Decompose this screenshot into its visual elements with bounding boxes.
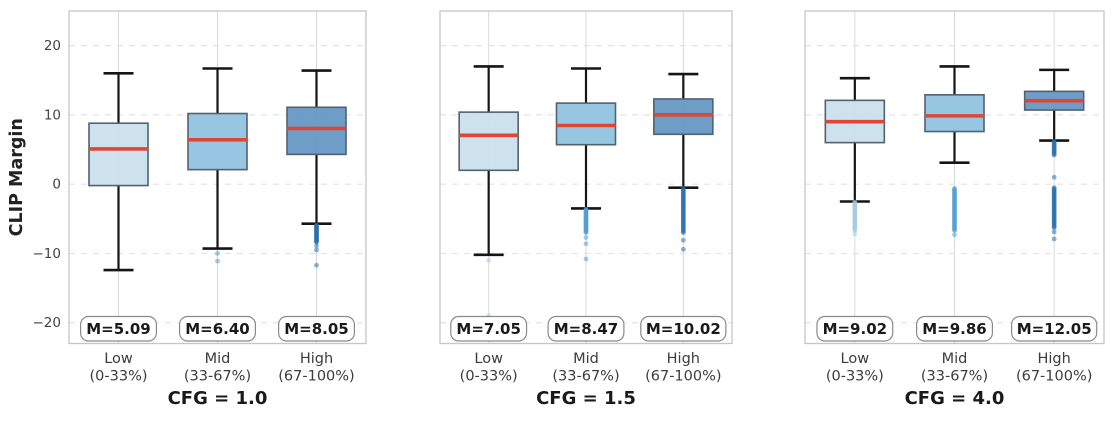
y-tick-label: −20 bbox=[33, 315, 62, 331]
outlier-dot bbox=[215, 251, 220, 256]
box-group-mid: M=6.40 bbox=[179, 67, 257, 342]
outlier-dot bbox=[680, 237, 686, 243]
x-tick-label-line1: High bbox=[667, 351, 700, 367]
x-tick-label-line1: High bbox=[1038, 351, 1071, 367]
outlier-dot bbox=[852, 228, 858, 233]
outlier-dot bbox=[1051, 152, 1057, 158]
box bbox=[458, 111, 519, 172]
median-badge bbox=[278, 315, 356, 342]
outlier-dot bbox=[952, 228, 957, 233]
median-badge-label: M=9.86 bbox=[922, 320, 987, 338]
box-group-low: M=9.02 bbox=[816, 76, 894, 342]
outlier-dot bbox=[680, 230, 686, 236]
panel-cfg=4.0: M=9.02 Low (0-33%) M=9.86 Mid (33-67%) M=12.05… bbox=[804, 10, 1105, 409]
y-axis-label: CLIP Margin bbox=[7, 118, 27, 236]
x-tick-label-line2: (33-67%) bbox=[921, 369, 988, 385]
median-badge-label: M=8.05 bbox=[284, 320, 349, 338]
box-group-high: M=8.05 bbox=[278, 69, 356, 342]
median-badge bbox=[915, 315, 993, 342]
outlier-dot bbox=[583, 241, 589, 247]
median-badge-label: M=10.02 bbox=[646, 320, 721, 338]
x-tick-label-line1: High bbox=[300, 351, 333, 367]
median-badge bbox=[179, 315, 257, 342]
box bbox=[653, 98, 714, 136]
x-tick-label-line2: (0-33%) bbox=[826, 369, 884, 385]
box-group-high: M=12.05 bbox=[1011, 68, 1098, 342]
panel-xlabel: CFG = 1.5 bbox=[536, 388, 636, 409]
median-badge bbox=[1011, 315, 1098, 342]
box bbox=[286, 106, 347, 156]
x-tick-label-line1: Low bbox=[104, 351, 133, 367]
median-badge bbox=[640, 315, 727, 342]
outlier-dot bbox=[314, 247, 319, 253]
outlier-dot bbox=[583, 256, 589, 262]
outlier-dot bbox=[486, 257, 492, 263]
panel-cfg=1.0: 20 10 0 −10 −20 M=5.09 Low (0-33%) M=6.40 Mid (33-… bbox=[33, 10, 367, 409]
median-badge bbox=[450, 315, 528, 342]
x-tick-label-line2: (67-100%) bbox=[1016, 369, 1092, 385]
outlier-dot bbox=[314, 262, 319, 268]
x-tick-label-line2: (0-33%) bbox=[460, 369, 518, 385]
median-badge-label: M=9.02 bbox=[823, 320, 888, 338]
median-badge-label: M=7.05 bbox=[456, 320, 521, 338]
panel-xlabel: CFG = 1.0 bbox=[168, 388, 268, 409]
median-badge bbox=[547, 315, 625, 342]
median-badge-label: M=6.40 bbox=[185, 320, 250, 338]
x-tick-label-line2: (33-67%) bbox=[552, 369, 619, 385]
outlier-dot bbox=[583, 230, 589, 236]
outlier-dot bbox=[1051, 229, 1057, 235]
panel-spine bbox=[804, 10, 1105, 345]
box-group-low: M=5.09 bbox=[79, 72, 158, 342]
median-badge bbox=[816, 315, 894, 342]
outlier-dot bbox=[1051, 236, 1057, 242]
box-group-low: M=7.05 bbox=[450, 65, 528, 342]
outlier-dot bbox=[680, 246, 686, 252]
x-tick-label-line1: Mid bbox=[573, 351, 599, 367]
x-tick-label-line2: (0-33%) bbox=[90, 369, 148, 385]
y-tick-label: 0 bbox=[52, 177, 61, 193]
y-tick-label: −10 bbox=[33, 246, 62, 262]
x-tick-label-line1: Mid bbox=[942, 351, 968, 367]
x-tick-label-line2: (33-67%) bbox=[184, 369, 251, 385]
outlier-dot bbox=[215, 258, 220, 264]
outlier-dot bbox=[1051, 174, 1057, 180]
panel-cfg=1.5: M=7.05 Low (0-33%) M=8.47 Mid (33-67%) M=10.02… bbox=[439, 10, 733, 409]
box bbox=[924, 94, 985, 133]
median-badge bbox=[79, 315, 158, 342]
outlier-dot bbox=[952, 232, 957, 238]
y-tick-label: 20 bbox=[44, 38, 61, 54]
box bbox=[88, 122, 149, 187]
box-group-mid: M=9.86 bbox=[915, 65, 993, 342]
outlier-dot bbox=[852, 231, 858, 237]
outlier-dot bbox=[314, 243, 319, 249]
y-tick-label: 10 bbox=[44, 107, 61, 123]
outlier-dot bbox=[583, 235, 589, 240]
panel-xlabel: CFG = 4.0 bbox=[905, 388, 1005, 409]
outlier-dot bbox=[1051, 225, 1057, 231]
outlier-dot bbox=[314, 239, 319, 245]
median-badge-label: M=5.09 bbox=[86, 320, 151, 338]
panel-spine bbox=[68, 10, 367, 345]
x-tick-label-line1: Low bbox=[474, 351, 503, 367]
panel-spine bbox=[439, 10, 733, 345]
box-group-high: M=10.02 bbox=[640, 72, 727, 342]
x-tick-label-line1: Low bbox=[841, 351, 870, 367]
median-badge-label: M=8.47 bbox=[554, 320, 619, 338]
box-group-mid: M=8.47 bbox=[547, 67, 625, 342]
median-badge-label: M=12.05 bbox=[1017, 320, 1092, 338]
x-tick-label-line2: (67-100%) bbox=[645, 369, 721, 385]
x-tick-label-line2: (67-100%) bbox=[278, 369, 354, 385]
x-tick-label-line1: Mid bbox=[205, 351, 231, 367]
